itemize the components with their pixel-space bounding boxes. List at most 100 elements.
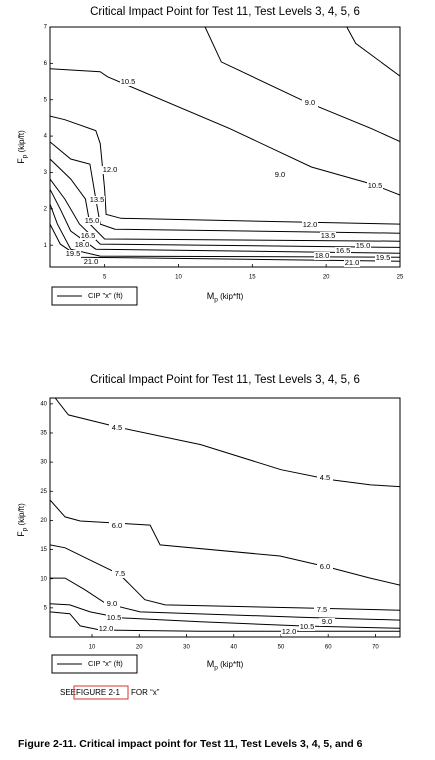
contour-label: 13.5 bbox=[321, 231, 336, 240]
contour-label-bg bbox=[320, 232, 336, 240]
contour-line bbox=[346, 27, 400, 77]
contour-line bbox=[50, 141, 400, 234]
contour-line bbox=[50, 178, 400, 248]
contours bbox=[50, 27, 400, 262]
contour-label: 6.0 bbox=[112, 521, 122, 530]
contour-line bbox=[54, 398, 400, 488]
contour-label: 7.5 bbox=[317, 605, 327, 614]
contour-label-bg bbox=[98, 625, 114, 633]
link-box[interactable] bbox=[73, 685, 129, 700]
contour-label: 12.0 bbox=[103, 165, 118, 174]
x-tick-label: 10 bbox=[175, 275, 182, 281]
contour-line bbox=[50, 203, 400, 258]
contour-label-bg bbox=[65, 250, 81, 258]
x-tick-label: 15 bbox=[249, 275, 256, 281]
contour-label: 10.5 bbox=[368, 181, 383, 190]
contour-label: 9.0 bbox=[305, 98, 315, 107]
contour-label-bg bbox=[281, 628, 297, 636]
plot-frame bbox=[49, 397, 401, 638]
chart: Critical Impact Point for Test 11, Test … bbox=[16, 6, 404, 306]
contour-line bbox=[50, 158, 400, 242]
axis-label-part: p bbox=[21, 527, 28, 531]
contour-label-bg bbox=[314, 252, 330, 260]
contours bbox=[50, 398, 400, 632]
contour-label-bg bbox=[317, 563, 333, 571]
contour-label-bg bbox=[375, 254, 391, 262]
x-tick-label: 10 bbox=[89, 645, 96, 651]
axis-label: Mp (kip*ft) bbox=[207, 291, 244, 303]
contour-label: 10.5 bbox=[107, 613, 122, 622]
y-tick-label: 5 bbox=[44, 605, 48, 611]
chart-title: Critical Impact Point for Test 11, Test … bbox=[90, 374, 360, 386]
chart: Critical Impact Point for Test 11, Test … bbox=[16, 374, 401, 674]
x-tick-label: 40 bbox=[230, 645, 237, 651]
axis-label-part: (kip/ft) bbox=[17, 503, 26, 528]
legend-box bbox=[51, 286, 138, 306]
y-tick-label: 7 bbox=[44, 25, 48, 31]
x-tick-label: 25 bbox=[397, 275, 404, 281]
axis-label-part: (kip*ft) bbox=[218, 660, 244, 669]
contour-label: 12.0 bbox=[99, 624, 114, 633]
contour-label-bg bbox=[109, 522, 125, 530]
axis-label: Fp (kip/ft) bbox=[16, 130, 28, 164]
contour-line bbox=[50, 68, 400, 196]
axis-label-part: (kip/ft) bbox=[17, 130, 26, 155]
axis-label: Fp (kip/ft) bbox=[16, 503, 28, 537]
axis-label-part: M bbox=[207, 659, 215, 669]
note-text: SEE bbox=[60, 688, 76, 697]
contour-label-bg bbox=[74, 241, 90, 249]
contour-label: 9.0 bbox=[322, 617, 332, 626]
contour-label: 18.0 bbox=[75, 240, 90, 249]
contour-label-bg bbox=[109, 424, 125, 432]
note-text: FOR “x” bbox=[131, 688, 160, 697]
contour-label-bg bbox=[104, 600, 120, 608]
contour-label: 16.5 bbox=[336, 246, 351, 255]
y-tick-label: 5 bbox=[44, 97, 48, 103]
contour-label: 18.0 bbox=[315, 251, 330, 260]
legend-box bbox=[51, 654, 138, 674]
contour-label-bg bbox=[367, 182, 383, 190]
x-tick-label: 60 bbox=[325, 645, 332, 651]
axis-label-part: p bbox=[21, 154, 28, 158]
x-tick-label: 70 bbox=[372, 645, 379, 651]
x-tick-label: 5 bbox=[103, 275, 107, 281]
contour-label-bg bbox=[299, 623, 315, 631]
contour-label: 21.0 bbox=[345, 258, 360, 267]
chart-title: Critical Impact Point for Test 11, Test … bbox=[90, 6, 360, 18]
axis-label-part: (kip*ft) bbox=[218, 292, 244, 301]
contour-label-bg bbox=[302, 221, 318, 229]
contour-label: 12.0 bbox=[282, 627, 297, 636]
note-link[interactable]: FIGURE 2-1 bbox=[76, 688, 121, 697]
axis-label-part: F bbox=[16, 531, 26, 537]
contour-label-bg bbox=[319, 618, 335, 626]
figure-caption: Figure 2-11. Critical impact point for T… bbox=[18, 738, 363, 750]
contour-label-bg bbox=[83, 258, 99, 266]
y-tick-label: 35 bbox=[40, 431, 47, 437]
contour-label-bg bbox=[272, 171, 288, 179]
contour-label-bg bbox=[335, 247, 351, 255]
contour-label: 15.0 bbox=[356, 241, 371, 250]
contour-label-bg bbox=[80, 232, 96, 240]
contour-label-bg bbox=[89, 196, 105, 204]
contour-line bbox=[50, 544, 400, 611]
contour-label: 9.0 bbox=[107, 599, 117, 608]
contour-label: 7.5 bbox=[115, 569, 125, 578]
axis-label-part: F bbox=[16, 158, 26, 164]
y-tick-label: 2 bbox=[44, 206, 48, 212]
y-tick-label: 4 bbox=[44, 134, 48, 140]
contour-line bbox=[50, 577, 400, 621]
contour-label: 9.0 bbox=[275, 170, 285, 179]
contour-label: 12.0 bbox=[303, 220, 318, 229]
contour-label: 4.5 bbox=[320, 473, 330, 482]
plot-frame bbox=[49, 26, 401, 268]
contour-label-bg bbox=[314, 606, 330, 614]
contour-label: 19.5 bbox=[376, 253, 391, 262]
contour-label: 15.0 bbox=[85, 216, 100, 225]
contour-line bbox=[50, 188, 400, 254]
contour-label-bg bbox=[112, 570, 128, 578]
axis-label-part: M bbox=[207, 291, 215, 301]
axis-label-part: p bbox=[214, 296, 218, 303]
y-tick-label: 25 bbox=[40, 489, 47, 495]
legend-label: CIP "x" (ft) bbox=[88, 659, 123, 668]
contour-label-bg bbox=[102, 166, 118, 174]
